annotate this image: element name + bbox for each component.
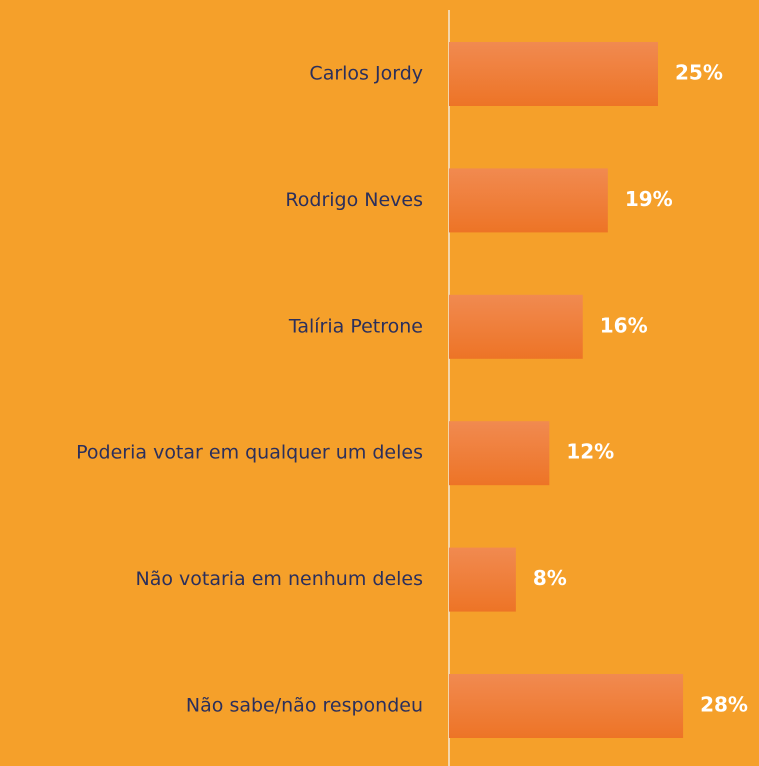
bar xyxy=(449,421,550,486)
value-label: 25% xyxy=(675,61,723,85)
value-label: 28% xyxy=(700,693,748,717)
category-label: Rodrigo Neves xyxy=(285,189,423,211)
category-label: Carlos Jordy xyxy=(309,63,423,85)
category-label: Talíria Petrone xyxy=(288,315,423,337)
value-label: 19% xyxy=(625,187,673,211)
bar xyxy=(449,42,658,106)
bar xyxy=(449,674,684,738)
bar xyxy=(449,547,516,612)
bar xyxy=(449,294,583,359)
bar xyxy=(449,168,608,233)
value-label: 16% xyxy=(600,313,648,337)
category-label: Poderia votar em qualquer um deles xyxy=(76,442,423,464)
value-label: 12% xyxy=(566,440,614,464)
value-label: 8% xyxy=(533,566,567,590)
category-label: Não votaria em nenhum deles xyxy=(135,568,423,590)
category-label: Não sabe/não respondeu xyxy=(186,695,423,717)
